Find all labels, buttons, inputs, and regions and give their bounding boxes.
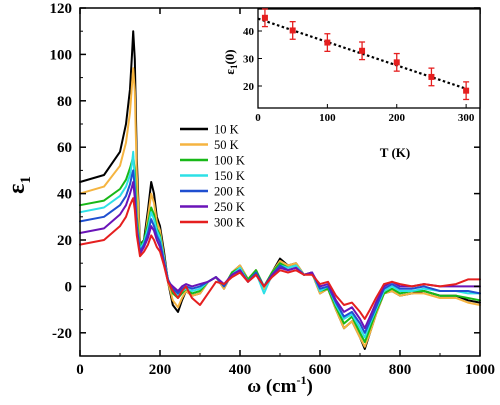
x-tick-label: 800 [389,362,412,378]
y-tick-label: 20 [57,233,72,249]
series-line-250-k [79,181,481,330]
inset-plot: 0 100 200 300 20 30 40 [243,8,481,124]
y-tick-label: 40 [57,187,72,203]
inset-x-tick-label: 0 [255,112,261,124]
inset-y-axis-label-sub: 1 [229,64,239,69]
y-axis-label-main: ε [4,184,30,194]
inset-data-point [324,33,331,52]
x-tick-label: 1000 [465,362,495,378]
inset-data-point [261,8,268,28]
inset-marker [359,47,366,54]
inset-y-tick-label: 20 [243,81,255,93]
x-axis-label-sup: -1 [296,373,306,387]
inset-data-point [359,41,366,61]
legend-label: 50 K [214,138,239,152]
y-tick-label: 80 [57,94,72,110]
legend-label: 300 K [214,216,245,230]
inset-x-tick-label: 200 [389,112,406,124]
x-axis-label-main: ω (cm [247,376,296,397]
y-tick-label: 100 [50,47,73,63]
x-tick-label: 0 [76,362,84,378]
inset-x-tick-label: 300 [458,112,475,124]
series-line-50-k [79,67,481,348]
x-tick-label: 600 [309,362,332,378]
inset-data-point [289,20,296,40]
inset-y-axis-label-main: ε [222,69,237,75]
legend-label: 150 K [214,169,245,183]
inset-data-point [463,81,470,101]
inset-data-point [428,67,435,87]
inset-marker [324,39,331,46]
legend-label: 200 K [214,185,245,199]
x-axis-label: ω (cm-1) [247,373,313,397]
inset-x-tick-label: 100 [319,112,336,124]
inset-y-tick-label: 40 [243,26,255,38]
y-tick-label: -20 [52,326,72,342]
legend-label: 250 K [214,200,245,214]
inset-marker [289,27,296,34]
inset-y-axis-label: ε1(0) [222,49,239,74]
y-tick-label: 0 [65,279,73,295]
x-tick-label: 400 [229,362,252,378]
x-axis-label-end: ) [306,376,312,397]
y-tick-label: 120 [50,1,73,17]
inset-data-point [393,52,400,72]
y-tick-label: 60 [57,140,72,156]
inset-marker [463,87,470,94]
inset-y-tick-label: 30 [243,54,255,66]
x-tick-label: 200 [149,362,172,378]
main-series-group [79,30,481,350]
inset-frame [257,8,481,109]
inset-y-axis-label-end: (0) [222,49,237,64]
y-axis-label-sub: 1 [18,176,34,184]
y-axis-label: ε1 [4,176,34,194]
inset-marker [261,14,268,21]
legend-label: 100 K [214,154,245,168]
series-line-300-k [79,197,481,320]
inset-x-axis-label: T (K) [380,145,410,160]
inset-marker [428,73,435,80]
inset-marker [393,59,400,66]
legend-label: 10 K [214,123,239,137]
